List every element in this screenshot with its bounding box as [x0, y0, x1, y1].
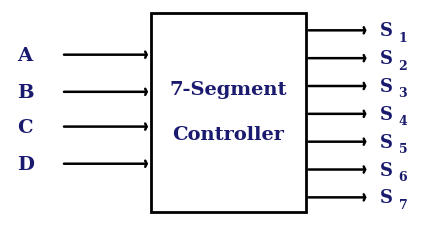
Text: Controller: Controller	[172, 125, 284, 143]
Text: S: S	[380, 188, 393, 207]
Text: S: S	[380, 78, 393, 96]
Text: S: S	[380, 161, 393, 179]
Text: 7-Segment: 7-Segment	[170, 81, 287, 99]
Text: 5: 5	[399, 143, 407, 155]
Text: 6: 6	[399, 170, 407, 183]
Text: B: B	[17, 83, 34, 101]
Text: 4: 4	[399, 115, 407, 128]
Bar	[151, 14, 306, 213]
Text: 1: 1	[399, 32, 407, 45]
Text: S: S	[380, 50, 393, 68]
Text: D: D	[17, 155, 35, 173]
Text: S: S	[380, 133, 393, 151]
Text: C: C	[17, 118, 33, 136]
Text: S: S	[380, 105, 393, 123]
Text: 7: 7	[399, 198, 407, 211]
Text: S: S	[380, 22, 393, 40]
Text: 3: 3	[399, 87, 407, 100]
Text: A: A	[17, 46, 33, 64]
Text: 2: 2	[399, 59, 407, 72]
